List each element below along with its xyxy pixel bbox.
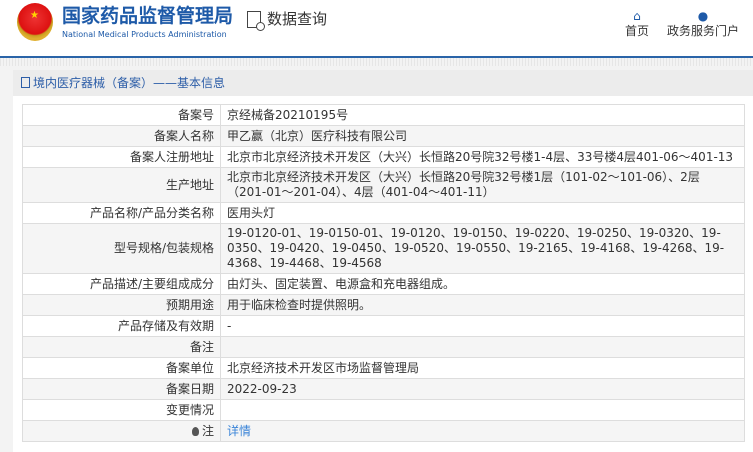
row-label: 变更情况 bbox=[22, 399, 221, 421]
info-panel: 境内医疗器械（备案）——基本信息 备案号 京经械备20210195号 备案人名称 甲乙… bbox=[13, 70, 753, 452]
bulb-icon bbox=[191, 426, 199, 436]
row-label: 备案号 bbox=[22, 104, 221, 126]
row-label: 产品存储及有效期 bbox=[22, 315, 221, 337]
table-row: 备案单位 北京经济技术开发区市场监督管理局 bbox=[22, 357, 745, 379]
row-label: 备案人名称 bbox=[22, 125, 221, 147]
row-label-text: 产品存储及有效期 bbox=[117, 318, 214, 333]
site-title[interactable]: 国家药品监督管理局 bbox=[62, 5, 234, 27]
nav-home[interactable]: ⌂ 首页 bbox=[625, 8, 649, 39]
table-row: 型号规格/包装规格 19-0120-01、19-0150-01、19-0120、1… bbox=[22, 223, 745, 274]
star-icon: ★ bbox=[30, 10, 39, 21]
row-value: 医用头灯 bbox=[220, 202, 745, 224]
row-value: 详情 bbox=[220, 420, 745, 442]
row-label: 备注 bbox=[22, 336, 221, 358]
table-row: 产品描述/主要组成成分 由灯头、固定装置、电源盒和充电器组成。 bbox=[22, 273, 745, 295]
nav-home-label: 首页 bbox=[624, 24, 649, 38]
row-label-text: 注 bbox=[201, 423, 214, 438]
table-row: 产品存储及有效期 - bbox=[22, 315, 745, 337]
document-icon bbox=[21, 77, 30, 88]
row-label-text: 产品描述/主要组成成分 bbox=[89, 276, 214, 291]
row-label-text: 产品名称/产品分类名称 bbox=[89, 205, 214, 220]
row-value: 北京市北京经济技术开发区（大兴）长恒路20号院32号楼1层（101-02～101… bbox=[220, 167, 745, 203]
row-label: 型号规格/包装规格 bbox=[22, 223, 221, 274]
row-label-text: 变更情况 bbox=[165, 402, 214, 417]
table-row: 注详情 bbox=[22, 420, 745, 442]
table-row: 备注 bbox=[22, 336, 745, 358]
table-row: 备案人注册地址 北京市北京经济技术开发区（大兴）长恒路20号院32号楼1-4层、3… bbox=[22, 146, 745, 168]
home-icon: ⌂ bbox=[633, 9, 641, 23]
row-value: 北京市北京经济技术开发区（大兴）长恒路20号院32号楼1-4层、33号楼4层40… bbox=[220, 146, 745, 168]
row-label-text: 预期用途 bbox=[165, 297, 214, 312]
nav-service-portal[interactable]: ● 政务服务门户 bbox=[667, 8, 739, 39]
top-nav: ⌂ 首页 ● 政务服务门户 bbox=[625, 8, 753, 39]
row-label-text: 备案人名称 bbox=[153, 128, 214, 143]
row-label-text: 型号规格/包装规格 bbox=[113, 241, 214, 255]
row-value: 用于临床检查时提供照明。 bbox=[220, 294, 745, 316]
row-label-text: 备案人注册地址 bbox=[129, 149, 214, 164]
nav-portal-label: 政务服务门户 bbox=[666, 24, 739, 38]
row-label: 备案单位 bbox=[22, 357, 221, 379]
row-label: 预期用途 bbox=[22, 294, 221, 316]
search-document-icon bbox=[247, 10, 266, 31]
site-subtitle: National Medical Products Administration bbox=[62, 30, 227, 39]
row-value bbox=[220, 399, 745, 421]
info-table: 备案号 京经械备20210195号 备案人名称 甲乙赢（北京）医疗科技有限公司 备案人注… bbox=[22, 104, 745, 442]
brand[interactable]: 国家药品监督管理局 National Medical Products Admi… bbox=[62, 5, 233, 40]
row-label: 备案人注册地址 bbox=[22, 146, 221, 168]
row-label: 注 bbox=[22, 420, 221, 442]
row-value: 由灯头、固定装置、电源盒和充电器组成。 bbox=[220, 273, 745, 295]
row-label-text: 生产地址 bbox=[165, 177, 214, 192]
table-row: 产品名称/产品分类名称 医用头灯 bbox=[22, 202, 745, 224]
site-header: ★ 国家药品监督管理局 National Medical Products Ad… bbox=[0, 0, 753, 58]
row-label-text: 备案号 bbox=[177, 107, 214, 122]
row-label-text: 备案日期 bbox=[165, 381, 214, 396]
data-query-link[interactable]: 数据查询 bbox=[247, 10, 328, 31]
user-icon: ● bbox=[697, 9, 709, 23]
row-label-text: 备案单位 bbox=[165, 360, 214, 375]
row-value: 北京经济技术开发区市场监督管理局 bbox=[220, 357, 745, 379]
row-label-text: 备注 bbox=[189, 339, 214, 354]
table-row: 备案日期 2022-09-23 bbox=[22, 378, 745, 400]
table-row: 预期用途 用于临床检查时提供照明。 bbox=[22, 294, 745, 316]
row-label: 产品名称/产品分类名称 bbox=[22, 202, 221, 224]
row-value: - bbox=[220, 315, 745, 337]
row-label: 生产地址 bbox=[22, 167, 221, 203]
row-value: 2022-09-23 bbox=[220, 378, 745, 400]
row-value: 京经械备20210195号 bbox=[220, 104, 745, 126]
row-label: 备案日期 bbox=[22, 378, 221, 400]
details-link[interactable]: 详情 bbox=[227, 423, 252, 438]
data-query-label: 数据查询 bbox=[267, 10, 328, 28]
table-row: 备案号 京经械备20210195号 bbox=[22, 104, 745, 126]
panel-title: 境内医疗器械（备案）——基本信息 bbox=[13, 70, 753, 96]
row-label: 产品描述/主要组成成分 bbox=[22, 273, 221, 295]
table-row: 变更情况 bbox=[22, 399, 745, 421]
national-emblem-logo: ★ bbox=[17, 3, 53, 41]
table-row: 备案人名称 甲乙赢（北京）医疗科技有限公司 bbox=[22, 125, 745, 147]
divider bbox=[0, 58, 753, 66]
row-value bbox=[220, 336, 745, 358]
table-row: 生产地址 北京市北京经济技术开发区（大兴）长恒路20号院32号楼1层（101-02… bbox=[22, 167, 745, 203]
panel-title-text: 境内医疗器械（备案）——基本信息 bbox=[33, 76, 226, 90]
row-value: 甲乙赢（北京）医疗科技有限公司 bbox=[220, 125, 745, 147]
row-value: 19-0120-01、19-0150-01、19-0120、19-0150、19… bbox=[220, 223, 745, 274]
